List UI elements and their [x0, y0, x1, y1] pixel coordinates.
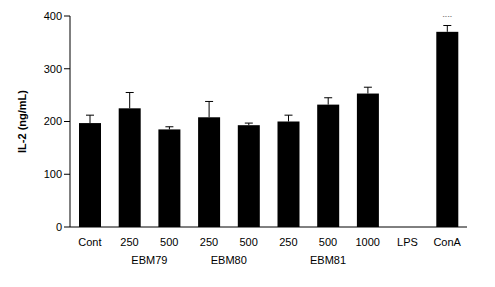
svg-text:LPS: LPS	[397, 236, 418, 248]
svg-text:500: 500	[319, 236, 337, 248]
svg-text:250: 250	[200, 236, 218, 248]
svg-text:EBM79: EBM79	[131, 254, 167, 266]
svg-text:250: 250	[120, 236, 138, 248]
svg-text:300: 300	[44, 63, 62, 75]
svg-text:100: 100	[44, 168, 62, 180]
svg-text:200: 200	[44, 115, 62, 127]
svg-text:Cont: Cont	[78, 236, 101, 248]
svg-text:400: 400	[44, 10, 62, 22]
svg-text:ConA: ConA	[433, 236, 461, 248]
svg-text:500: 500	[160, 236, 178, 248]
svg-text:**: **	[442, 16, 453, 24]
svg-text:1000: 1000	[356, 236, 380, 248]
svg-text:500: 500	[239, 236, 257, 248]
svg-text:EBM81: EBM81	[310, 254, 346, 266]
svg-text:IL-2 (ng/mL): IL-2 (ng/mL)	[16, 90, 28, 153]
svg-text:0: 0	[56, 221, 62, 233]
svg-text:250: 250	[279, 236, 297, 248]
svg-text:EBM80: EBM80	[211, 254, 247, 266]
